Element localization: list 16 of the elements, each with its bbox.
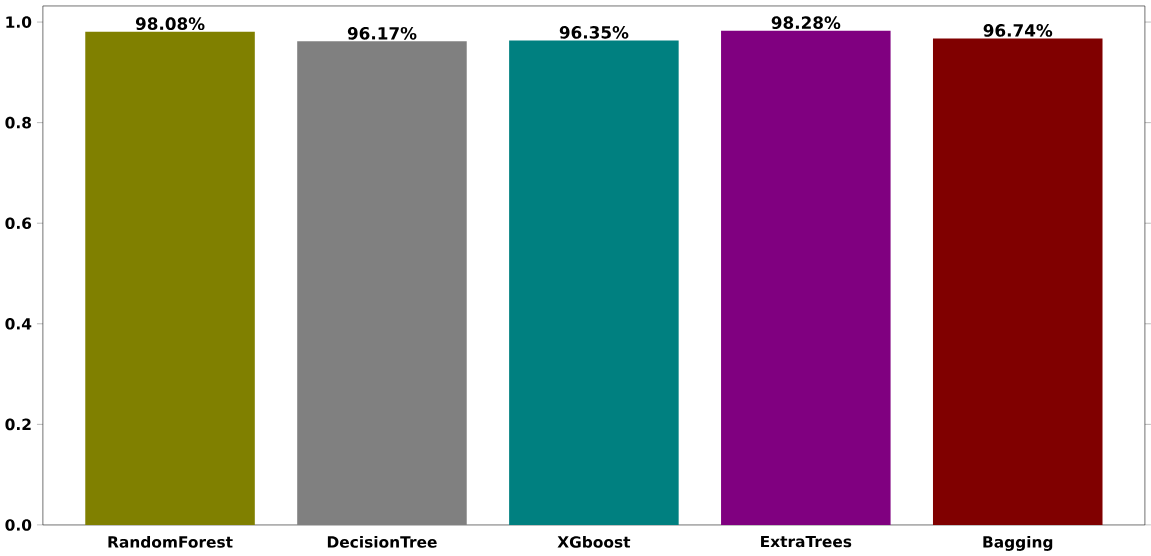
x-tick-label: ExtraTrees (761, 536, 852, 548)
x-tick-label: XGboost (557, 536, 631, 549)
y-tick-label: 0.2 (5, 418, 31, 431)
y-tick-label: 0.4 (5, 318, 32, 330)
data-label: 96.17% (347, 27, 417, 40)
y-tick-label: 0.0 (5, 519, 32, 531)
data-label: 98.28% (771, 16, 841, 30)
data-label: 96.74% (983, 24, 1053, 37)
x-tick-label: DecisionTree (327, 536, 437, 549)
y-tick-label: 1.0 (6, 16, 32, 29)
data-label: 96.35% (559, 26, 629, 39)
x-tick-label: RandomForest (108, 536, 233, 549)
data-label: 98.08% (135, 17, 205, 31)
y-tick-label: 0.6 (5, 217, 32, 230)
x-tick-label: Bagging (983, 536, 1053, 552)
y-tick-label: 0.8 (5, 117, 31, 129)
